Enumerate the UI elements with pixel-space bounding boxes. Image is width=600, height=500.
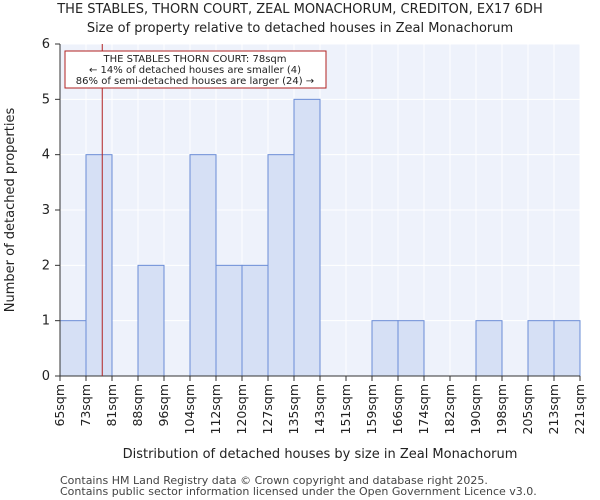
histogram-bar bbox=[59, 320, 87, 377]
histogram-bar bbox=[85, 154, 113, 377]
y-tick-label: 4 bbox=[42, 148, 50, 163]
x-tick-label: 166sqm bbox=[390, 384, 405, 434]
histogram-bar bbox=[293, 98, 321, 377]
x-tick-label: 213sqm bbox=[546, 384, 561, 434]
y-tick-label: 0 bbox=[42, 369, 50, 384]
x-axis-title: Distribution of detached houses by size … bbox=[123, 447, 518, 462]
histogram-bar bbox=[475, 320, 503, 377]
x-tick-label: 65sqm bbox=[52, 384, 67, 427]
chart-title: THE STABLES, THORN COURT, ZEAL MONACHORU… bbox=[57, 2, 543, 17]
y-tick-label: 2 bbox=[42, 258, 50, 273]
x-tick-label: 135sqm bbox=[286, 384, 301, 434]
x-tick-label: 96sqm bbox=[156, 384, 171, 427]
y-tick-label: 1 bbox=[42, 314, 50, 329]
y-axis-title: Number of detached properties bbox=[3, 108, 18, 313]
x-tick-label: 205sqm bbox=[520, 384, 535, 434]
histogram-bar bbox=[371, 320, 399, 377]
x-tick-label: 151sqm bbox=[338, 384, 353, 434]
x-tick-label: 112sqm bbox=[208, 384, 223, 434]
x-tick-label: 174sqm bbox=[416, 384, 431, 434]
x-tick-label: 198sqm bbox=[494, 384, 509, 434]
x-tick-label: 159sqm bbox=[364, 384, 379, 434]
x-tick-label: 182sqm bbox=[442, 384, 457, 434]
histogram-bar bbox=[267, 154, 295, 377]
histogram-bar bbox=[553, 320, 581, 377]
histogram-chart: 0 1 2 3 4 5 6 65sqm 73sqm 81sqm 88sqm 96sqm 104sqm 11… bbox=[3, 37, 587, 462]
annotation-text-line: ← 14% of detached houses are smaller (4) bbox=[89, 65, 301, 76]
y-tick-label: 6 bbox=[42, 37, 50, 52]
annotation-text-line: THE STABLES THORN COURT: 78sqm bbox=[102, 54, 286, 65]
y-tick-label: 5 bbox=[42, 92, 50, 107]
footer-copyright: Contains HM Land Registry data © Crown c… bbox=[60, 474, 488, 487]
footer-licence: Contains public sector information licen… bbox=[60, 485, 537, 498]
annotation-box bbox=[64, 50, 327, 89]
x-tick-label: 127sqm bbox=[260, 384, 275, 434]
histogram-bar bbox=[189, 154, 217, 377]
histogram-bar bbox=[527, 320, 555, 377]
x-tick-label: 143sqm bbox=[312, 384, 327, 434]
x-tick-label: 81sqm bbox=[104, 384, 119, 427]
histogram-bar bbox=[241, 264, 269, 377]
x-tick-label: 221sqm bbox=[572, 384, 587, 434]
annotation-text-line: 86% of semi-detached houses are larger (… bbox=[76, 76, 314, 87]
histogram-bar bbox=[397, 320, 425, 377]
x-tick-label: 73sqm bbox=[78, 384, 93, 427]
x-tick-label: 120sqm bbox=[234, 384, 249, 434]
y-tick-label: 3 bbox=[42, 203, 50, 218]
x-tick-label: 104sqm bbox=[182, 384, 197, 434]
histogram-bar bbox=[215, 264, 243, 377]
x-tick-label: 190sqm bbox=[468, 384, 483, 434]
histogram-bar bbox=[137, 264, 165, 377]
x-tick-label: 88sqm bbox=[130, 384, 145, 427]
chart-subtitle: Size of property relative to detached ho… bbox=[86, 21, 514, 36]
